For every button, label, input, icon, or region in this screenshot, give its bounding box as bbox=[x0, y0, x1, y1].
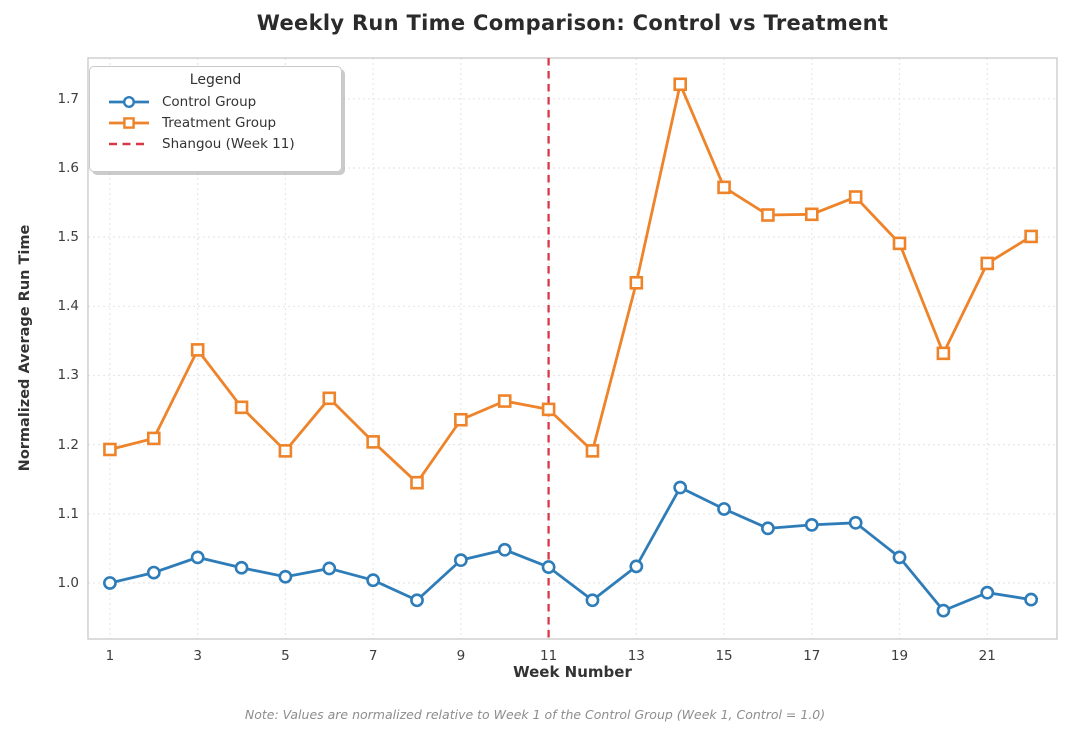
x-axis-label: Week Number bbox=[513, 663, 632, 681]
treatment-marker bbox=[980, 256, 995, 271]
x-tick-label: 11 bbox=[539, 648, 558, 664]
y-tick-label: 1.2 bbox=[57, 436, 79, 453]
legend-item-shangou: Shangou (Week 11) bbox=[90, 133, 341, 154]
x-tick-label: 7 bbox=[368, 648, 378, 664]
control-marker bbox=[453, 553, 468, 568]
treatment-marker bbox=[366, 435, 380, 449]
treatment-marker bbox=[278, 444, 293, 458]
x-tick-label: 19 bbox=[890, 648, 909, 664]
treatment-line-square-icon bbox=[109, 116, 149, 129]
control-marker bbox=[892, 550, 907, 565]
y-tick-label: 1.7 bbox=[57, 90, 79, 107]
x-tick-label: 13 bbox=[627, 648, 645, 664]
control-series-line bbox=[108, 486, 1033, 613]
control-marker bbox=[1024, 592, 1039, 607]
control-marker bbox=[190, 550, 205, 565]
control-marker bbox=[980, 585, 995, 600]
x-tick-label: 9 bbox=[456, 648, 466, 664]
legend: Legend Control Group Treatment Group Sha… bbox=[89, 66, 342, 172]
treatment-marker bbox=[410, 475, 424, 490]
treatment-marker bbox=[322, 391, 337, 406]
control-marker bbox=[366, 573, 381, 588]
control-marker bbox=[322, 561, 337, 576]
legend-item-label: Shangou (Week 11) bbox=[162, 135, 295, 152]
legend-item-label: Control Group bbox=[162, 93, 257, 110]
control-marker bbox=[673, 480, 688, 495]
control-marker bbox=[410, 593, 424, 608]
treatment-marker bbox=[541, 402, 556, 417]
control-marker bbox=[848, 515, 863, 530]
x-tick-label: 3 bbox=[193, 648, 202, 664]
control-marker bbox=[585, 593, 600, 608]
control-marker bbox=[103, 576, 117, 590]
control-marker bbox=[146, 565, 161, 580]
treatment-marker bbox=[804, 207, 819, 222]
y-tick-label: 1.0 bbox=[57, 574, 79, 591]
treatment-marker bbox=[629, 275, 644, 290]
treatment-series-line bbox=[108, 82, 1033, 485]
treatment-marker bbox=[497, 394, 512, 408]
control-marker bbox=[717, 502, 731, 516]
treatment-marker bbox=[761, 208, 775, 222]
treatment-marker bbox=[585, 444, 600, 458]
control-marker bbox=[497, 542, 512, 557]
x-tick-label: 5 bbox=[281, 648, 290, 664]
y-tick-label: 1.3 bbox=[57, 367, 79, 384]
plot-border bbox=[87, 57, 1058, 640]
control-marker bbox=[936, 603, 951, 618]
chart-title: Weekly Run Time Comparison: Control vs T… bbox=[256, 11, 889, 35]
treatment-marker bbox=[673, 77, 687, 92]
x-tick-label: 15 bbox=[715, 648, 733, 664]
y-axis-label: Normalized Average Run Time bbox=[17, 224, 33, 472]
control-line-circle-icon bbox=[109, 95, 149, 108]
legend-item-control: Control Group bbox=[90, 91, 341, 112]
legend-title: Legend bbox=[189, 72, 242, 88]
treatment-marker bbox=[892, 236, 907, 251]
y-tick-label: 1.5 bbox=[57, 229, 79, 246]
x-tick-label: 21 bbox=[978, 648, 996, 664]
legend-item-treatment: Treatment Group bbox=[90, 112, 341, 133]
control-marker bbox=[629, 559, 644, 574]
legend-item-label: Treatment Group bbox=[162, 114, 277, 131]
control-marker bbox=[804, 517, 819, 532]
treatment-marker bbox=[234, 400, 249, 415]
y-tick-label: 1.1 bbox=[57, 505, 79, 522]
treatment-marker bbox=[717, 180, 731, 195]
footnote: Note: Values are normalized relative to … bbox=[244, 707, 826, 722]
treatment-marker bbox=[146, 431, 161, 446]
treatment-marker bbox=[190, 343, 205, 357]
x-tick-label: 17 bbox=[803, 648, 821, 664]
treatment-marker bbox=[454, 412, 468, 427]
control-marker bbox=[761, 521, 775, 536]
treatment-marker bbox=[936, 346, 951, 361]
y-tick-label: 1.4 bbox=[57, 298, 79, 315]
red-dashed-line-icon bbox=[109, 142, 149, 145]
treatment-marker bbox=[1024, 229, 1038, 244]
treatment-marker bbox=[103, 442, 117, 457]
y-tick-label: 1.6 bbox=[57, 159, 79, 176]
control-marker bbox=[234, 560, 249, 575]
treatment-marker bbox=[848, 190, 863, 204]
x-tick-label: 1 bbox=[105, 648, 115, 664]
control-marker bbox=[541, 560, 556, 574]
control-marker bbox=[278, 569, 293, 584]
